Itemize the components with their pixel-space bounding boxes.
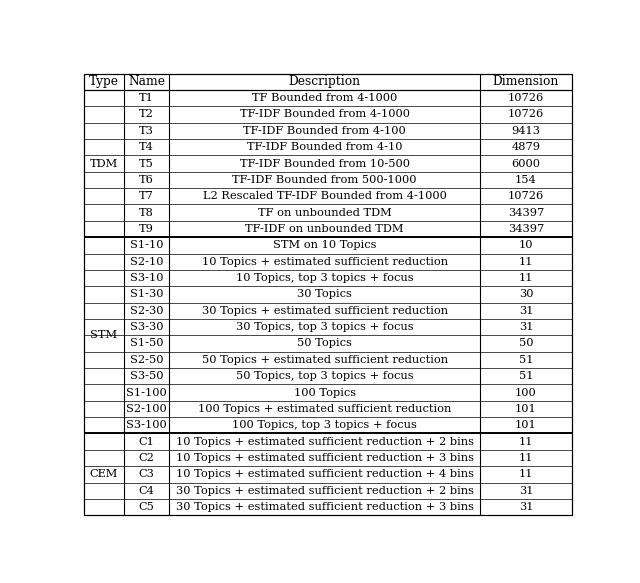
- Text: Name: Name: [128, 75, 165, 88]
- Text: 34397: 34397: [508, 208, 544, 217]
- Text: L2 Rescaled TF-IDF Bounded from 4-1000: L2 Rescaled TF-IDF Bounded from 4-1000: [203, 191, 447, 201]
- Text: S3-100: S3-100: [126, 420, 167, 430]
- Text: T5: T5: [140, 159, 154, 168]
- Text: STM on 10 Topics: STM on 10 Topics: [273, 240, 376, 250]
- Text: 50 Topics, top 3 topics + focus: 50 Topics, top 3 topics + focus: [236, 371, 413, 381]
- Text: Description: Description: [289, 75, 361, 88]
- Text: 31: 31: [518, 322, 533, 332]
- Text: 31: 31: [518, 486, 533, 496]
- Text: 30 Topics + estimated sufficient reduction + 3 bins: 30 Topics + estimated sufficient reducti…: [175, 502, 474, 512]
- Text: C1: C1: [139, 437, 155, 447]
- Text: 31: 31: [518, 305, 533, 316]
- Text: TF-IDF on unbounded TDM: TF-IDF on unbounded TDM: [245, 224, 404, 234]
- Text: 154: 154: [515, 175, 537, 185]
- Text: 101: 101: [515, 404, 537, 414]
- Text: 10 Topics + estimated sufficient reduction + 2 bins: 10 Topics + estimated sufficient reducti…: [175, 437, 474, 447]
- Text: 10 Topics + estimated sufficient reduction + 4 bins: 10 Topics + estimated sufficient reducti…: [175, 469, 474, 479]
- Text: S1-30: S1-30: [130, 289, 163, 300]
- Text: C2: C2: [139, 453, 155, 463]
- Text: 10726: 10726: [508, 110, 544, 120]
- Text: TF-IDF Bounded from 4-100: TF-IDF Bounded from 4-100: [243, 126, 406, 136]
- Text: 30 Topics, top 3 topics + focus: 30 Topics, top 3 topics + focus: [236, 322, 413, 332]
- Text: S2-100: S2-100: [126, 404, 167, 414]
- Text: CEM: CEM: [90, 469, 118, 479]
- Text: 50 Topics: 50 Topics: [297, 339, 352, 349]
- Text: T4: T4: [140, 142, 154, 152]
- Text: TF-IDF Bounded from 500-1000: TF-IDF Bounded from 500-1000: [232, 175, 417, 185]
- Text: 11: 11: [518, 437, 533, 447]
- Text: S3-30: S3-30: [130, 322, 163, 332]
- Text: T9: T9: [140, 224, 154, 234]
- Text: 11: 11: [518, 469, 533, 479]
- Text: 4879: 4879: [511, 142, 540, 152]
- Text: T6: T6: [140, 175, 154, 185]
- Text: 100 Topics, top 3 topics + focus: 100 Topics, top 3 topics + focus: [232, 420, 417, 430]
- Text: T7: T7: [140, 191, 154, 201]
- Text: S1-10: S1-10: [130, 240, 163, 250]
- Text: S1-100: S1-100: [126, 388, 167, 398]
- Text: 10 Topics, top 3 topics + focus: 10 Topics, top 3 topics + focus: [236, 273, 413, 283]
- Text: 51: 51: [518, 355, 533, 365]
- Text: 10 Topics + estimated sufficient reduction: 10 Topics + estimated sufficient reducti…: [202, 257, 447, 266]
- Text: T1: T1: [140, 93, 154, 103]
- Text: 101: 101: [515, 420, 537, 430]
- Text: 30 Topics + estimated sufficient reduction: 30 Topics + estimated sufficient reducti…: [202, 305, 447, 316]
- Text: TF-IDF Bounded from 10-500: TF-IDF Bounded from 10-500: [239, 159, 410, 168]
- Text: C3: C3: [139, 469, 155, 479]
- Text: S3-50: S3-50: [130, 371, 163, 381]
- Text: 10726: 10726: [508, 191, 544, 201]
- Text: 9413: 9413: [511, 126, 540, 136]
- Text: TF Bounded from 4-1000: TF Bounded from 4-1000: [252, 93, 397, 103]
- Text: 10: 10: [518, 240, 533, 250]
- Text: 31: 31: [518, 502, 533, 512]
- Text: S1-50: S1-50: [130, 339, 163, 349]
- Text: Dimension: Dimension: [493, 75, 559, 88]
- Text: 11: 11: [518, 273, 533, 283]
- Text: T3: T3: [140, 126, 154, 136]
- Text: 30 Topics: 30 Topics: [297, 289, 352, 300]
- Text: T8: T8: [140, 208, 154, 217]
- Text: Type: Type: [89, 75, 119, 88]
- Text: TF-IDF Bounded from 4-1000: TF-IDF Bounded from 4-1000: [239, 110, 410, 120]
- Text: C4: C4: [139, 486, 155, 496]
- Text: 30: 30: [518, 289, 533, 300]
- Text: S3-10: S3-10: [130, 273, 163, 283]
- Text: TF on unbounded TDM: TF on unbounded TDM: [258, 208, 392, 217]
- Text: STM: STM: [90, 331, 118, 340]
- Text: 50: 50: [518, 339, 533, 349]
- Text: 6000: 6000: [511, 159, 540, 168]
- Text: 100 Topics: 100 Topics: [294, 388, 356, 398]
- Text: C5: C5: [139, 502, 155, 512]
- Text: TDM: TDM: [90, 159, 118, 168]
- Text: S2-10: S2-10: [130, 257, 163, 266]
- Text: 34397: 34397: [508, 224, 544, 234]
- Text: 100: 100: [515, 388, 537, 398]
- Text: 50 Topics + estimated sufficient reduction: 50 Topics + estimated sufficient reducti…: [202, 355, 447, 365]
- Text: T2: T2: [140, 110, 154, 120]
- Text: 51: 51: [518, 371, 533, 381]
- Text: 100 Topics + estimated sufficient reduction: 100 Topics + estimated sufficient reduct…: [198, 404, 451, 414]
- Text: S2-30: S2-30: [130, 305, 163, 316]
- Text: S2-50: S2-50: [130, 355, 163, 365]
- Text: 11: 11: [518, 453, 533, 463]
- Text: 11: 11: [518, 257, 533, 266]
- Text: 10726: 10726: [508, 93, 544, 103]
- Text: 30 Topics + estimated sufficient reduction + 2 bins: 30 Topics + estimated sufficient reducti…: [175, 486, 474, 496]
- Text: 10 Topics + estimated sufficient reduction + 3 bins: 10 Topics + estimated sufficient reducti…: [175, 453, 474, 463]
- Text: TF-IDF Bounded from 4-10: TF-IDF Bounded from 4-10: [247, 142, 403, 152]
